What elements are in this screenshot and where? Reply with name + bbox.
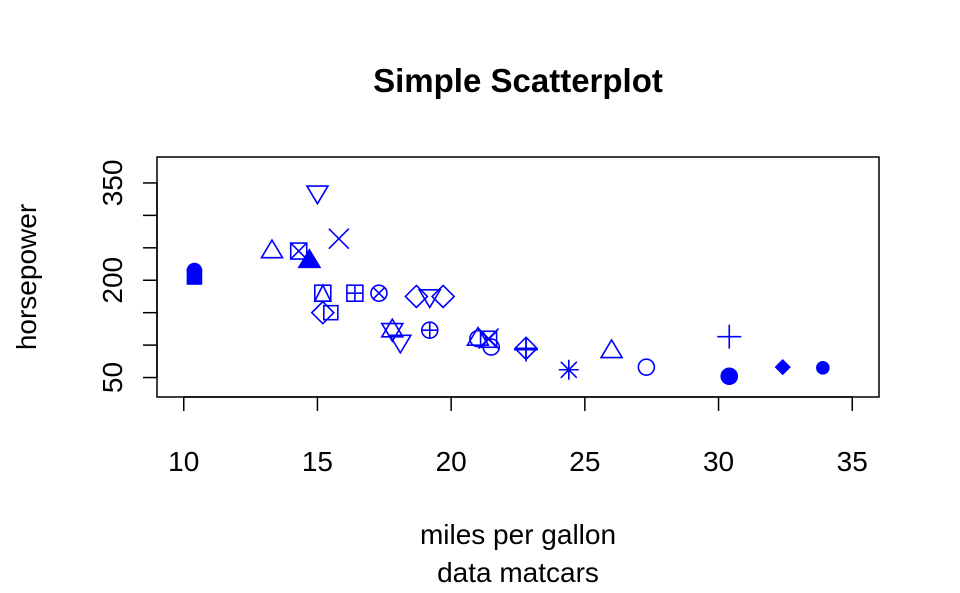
x-axis-sublabel: data matcars [437,557,599,588]
data-point [816,361,830,375]
data-point [469,329,487,348]
y-tick-label: 50 [97,362,128,393]
x-axis: 10 15 20 25 30 35 [168,396,868,477]
data-point [774,359,791,376]
data-point [637,358,656,376]
x-tick-label: 15 [302,446,333,477]
data-point [313,283,333,303]
chart-title: Simple Scatterplot [373,62,663,99]
x-tick-label: 20 [436,446,467,477]
data-point [717,324,742,349]
x-tick-label: 25 [569,446,600,477]
data-point [310,300,335,325]
data-point [305,185,330,206]
data-point [323,304,339,321]
data-point [289,242,308,260]
data-point [599,338,624,359]
data-point [186,262,203,279]
data-point [346,284,364,303]
x-tick-label: 10 [168,446,199,477]
data-point [380,317,405,343]
data-point [388,334,413,355]
y-tick-label: 200 [97,257,128,304]
y-tick-label: 350 [97,160,128,207]
y-axis-label: horsepower [11,204,42,350]
plot-frame [156,156,880,398]
data-point [513,336,539,361]
y-axis: 50 200 350 [97,160,158,393]
x-tick-label: 30 [703,446,734,477]
data-point [720,367,739,386]
data-point [558,359,579,380]
x-tick-label: 35 [837,446,868,477]
data-point [420,321,439,339]
data-point [328,228,350,250]
data-points [186,185,830,386]
data-point [465,326,490,347]
data-point [370,284,388,303]
data-point [297,248,322,269]
data-point [404,284,429,309]
data-point [479,330,498,349]
data-point [430,284,456,309]
data-point [260,238,284,259]
x-axis-label: miles per gallon [420,519,616,550]
